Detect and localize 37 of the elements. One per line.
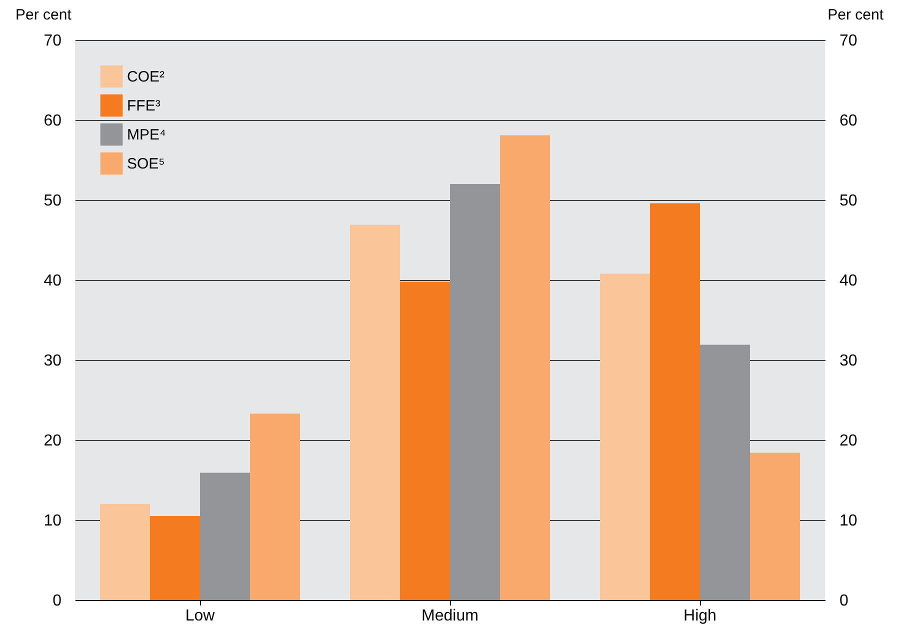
bar [600, 274, 650, 600]
y2-tick-label: 20 [840, 432, 858, 450]
y2-tick-label: 10 [840, 512, 858, 530]
legend-label: SOE⁵ [127, 156, 165, 172]
y-tick-label: 70 [44, 32, 62, 50]
y2-axis-title: Per cent [828, 6, 884, 24]
y2-tick-label: 0 [840, 592, 848, 610]
y-tick-label: 30 [44, 352, 62, 370]
legend-label: FFE³ [127, 98, 160, 114]
bar [650, 203, 700, 600]
y-tick-label: 60 [44, 112, 62, 130]
x-tick-label: Medium [422, 608, 478, 624]
y-tick-label: 10 [44, 512, 62, 530]
x-tick-label: Low [185, 608, 216, 624]
bar [100, 504, 150, 600]
bar [750, 452, 800, 600]
bar [500, 135, 550, 600]
y2-tick-label: 30 [840, 352, 858, 370]
y-tick-label: 50 [44, 192, 62, 210]
bar [350, 224, 400, 600]
bar [450, 184, 500, 600]
bar [250, 414, 300, 600]
bar [200, 472, 250, 600]
legend-label: COE² [127, 68, 165, 86]
y2-tick-label: 50 [840, 192, 858, 210]
bar [700, 344, 750, 600]
y-tick-label: 20 [44, 432, 62, 450]
y2-tick-label: 70 [840, 32, 858, 50]
x-tick-label: High [684, 608, 716, 624]
y2-tick-label: 60 [840, 112, 858, 130]
y-axis-title: Per cent [16, 6, 72, 24]
y2-tick-label: 40 [840, 272, 858, 290]
legend-label: MPE⁴ [127, 126, 166, 144]
y-tick-label: 40 [44, 272, 62, 290]
y-tick-label: 0 [52, 592, 62, 610]
bar [400, 282, 450, 600]
bar [150, 516, 200, 600]
